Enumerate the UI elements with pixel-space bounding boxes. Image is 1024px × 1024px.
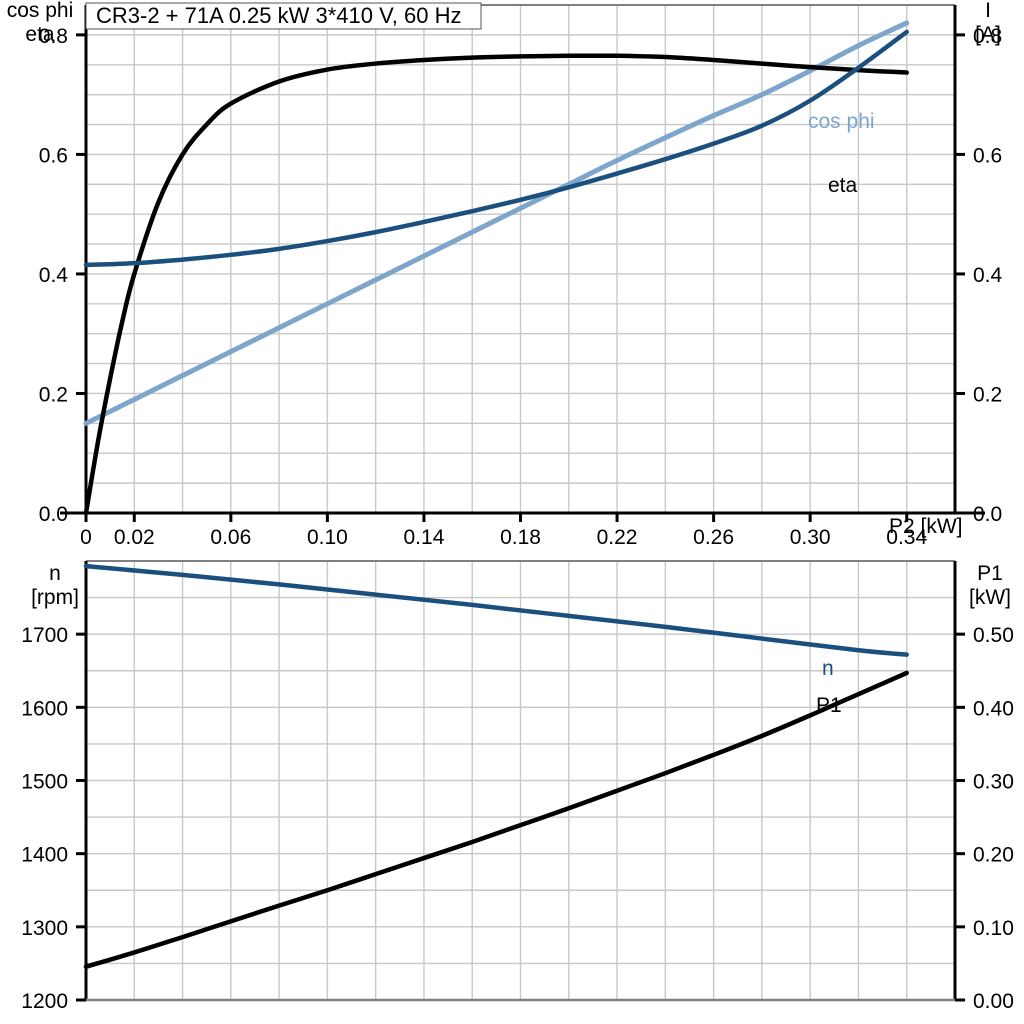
bottom-y-tick-label: 1200 [21, 990, 68, 1013]
curve-label-eta: eta [828, 174, 858, 197]
bottom-left-axis-title-line1: n [49, 562, 61, 585]
top-x-axis-title: P2 [kW] [889, 515, 963, 538]
top-chart-gridlines [85, 4, 956, 514]
bottom-y-tick-label: 1700 [21, 624, 68, 647]
top-x-tick-label: 0.22 [597, 526, 638, 549]
top-y-tick-label: 0.0 [39, 503, 68, 526]
top-y2-tick-label: 0.8 [973, 25, 1002, 48]
curve-i [83, 29, 909, 268]
top-y2-tick-label: 0.0 [973, 503, 1002, 526]
top-right-axis-title-line2: [A] [975, 23, 1001, 46]
top-y-tick-label: 0.2 [39, 383, 68, 406]
top-y-tick-label: 0.4 [39, 264, 69, 287]
curve-eta [83, 53, 909, 516]
bottom-right-axis-title-line1: P1 [977, 562, 1003, 585]
top-x-tick-label: 0 [80, 526, 92, 549]
top-left-axis-title-line1: cos phi [7, 0, 74, 22]
top-y2-tick-label: 0.6 [973, 144, 1002, 167]
bottom-y2-tick-label: 0.00 [973, 990, 1014, 1013]
top-y2-tick-label: 0.2 [973, 383, 1002, 406]
curve-label-n: n [822, 657, 834, 680]
top-chart-group: 0 0.02 0.06 0.10 0.14 0.18 0.22 0.26 0.30 0.34 0.0… [7, 0, 1003, 549]
top-chart-tick-labels: 0 0.02 0.06 0.10 0.14 0.18 0.22 0.26 0.30 0.34 0.0… [39, 25, 1003, 549]
top-left-axis-title-line2: eta [25, 23, 55, 46]
curve-n [83, 563, 909, 657]
top-right-axis-title-line1: I [985, 0, 991, 22]
top-x-tick-label: 0.34 [886, 526, 927, 549]
top-y2-tick-label: 0.4 [973, 264, 1003, 287]
top-x-tick-label: 0.18 [500, 526, 541, 549]
top-y-tick-label: 0.6 [39, 144, 68, 167]
bottom-y-tick-label: 1600 [21, 697, 68, 720]
bottom-chart-tick-labels: 1200 1300 1400 1500 1600 1700 0.00 0.10 0.20 0.30… [21, 624, 1014, 1013]
top-x-tick-label: 0.06 [210, 526, 251, 549]
bottom-chart-ticks [76, 632, 965, 1002]
curve-label-cos-phi: cos phi [808, 110, 875, 133]
bottom-right-axis-title-line2: [kW] [969, 586, 1011, 609]
bottom-y2-tick-label: 0.40 [973, 697, 1014, 720]
bottom-chart-group: 1200 1300 1400 1500 1600 1700 0.00 0.10 0.20 0.30… [21, 560, 1014, 1013]
curve-p1 [83, 670, 909, 969]
bottom-chart-curves [83, 563, 909, 969]
top-x-tick-label: 0.10 [307, 526, 348, 549]
top-y-tick-label: 0.8 [39, 25, 68, 48]
bottom-y2-tick-label: 0.10 [973, 917, 1014, 940]
bottom-y2-tick-label: 0.20 [973, 844, 1014, 867]
top-chart-curves [83, 20, 910, 516]
bottom-y2-tick-label: 0.30 [973, 771, 1014, 794]
top-x-tick-label: 0.30 [790, 526, 831, 549]
bottom-y-tick-label: 1500 [21, 771, 68, 794]
top-x-tick-label: 0.02 [114, 526, 155, 549]
top-x-tick-label: 0.14 [404, 526, 445, 549]
top-x-tick-label: 0.26 [693, 526, 734, 549]
bottom-y-tick-label: 1300 [21, 917, 68, 940]
bottom-left-axis-title-line2: [rpm] [31, 586, 79, 609]
curve-label-p1: P1 [816, 694, 842, 717]
bottom-y2-tick-label: 0.50 [973, 624, 1014, 647]
bottom-y-tick-label: 1400 [21, 844, 68, 867]
curve-cos-phi [83, 20, 910, 426]
bottom-chart-gridlines [85, 560, 956, 1001]
chart-title-box: CR3-2 + 71A 0.25 kW 3*410 V, 60 Hz [85, 2, 482, 30]
chart-title-text: CR3-2 + 71A 0.25 kW 3*410 V, 60 Hz [96, 3, 461, 28]
